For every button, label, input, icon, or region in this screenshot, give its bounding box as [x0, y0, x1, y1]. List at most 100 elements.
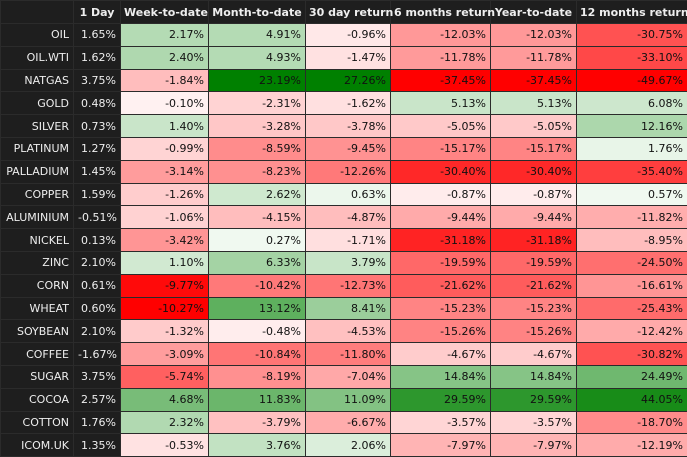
- row-label: COPPER: [0, 182, 74, 207]
- cell: -0.10%: [120, 91, 209, 116]
- cell: -0.48%: [208, 319, 306, 344]
- cell: -33.10%: [576, 45, 687, 70]
- cell: -30.40%: [490, 159, 577, 184]
- cell: -31.18%: [490, 228, 577, 252]
- table-row: CORN 0.61% -9.77% -10.42% -12.73% -21.62% -21.…: [0, 273, 687, 298]
- row-label: PLATINUM: [0, 136, 74, 161]
- cell: -12.26%: [305, 159, 391, 184]
- cell: -18.70%: [576, 410, 687, 435]
- cell: -8.23%: [208, 159, 306, 184]
- column-header: Month-to-date: [208, 0, 306, 24]
- cell: -7.04%: [305, 364, 391, 389]
- table-row: GOLD 0.48% -0.10% -2.31% -1.62% 5.13% 5.13% 6.0…: [0, 91, 687, 116]
- cell: -21.62%: [490, 273, 577, 298]
- cell: 1.76%: [576, 136, 687, 161]
- cell: -19.59%: [490, 250, 577, 275]
- cell: -5.05%: [490, 114, 577, 138]
- cell: -0.87%: [490, 182, 577, 207]
- cell: 0.60%: [73, 296, 121, 321]
- table-row: PLATINUM 1.27% -0.99% -8.59% -9.45% -15.17% -1…: [0, 136, 687, 161]
- column-header: 6 months return: [390, 0, 495, 24]
- column-header: 1 Day: [73, 0, 121, 24]
- cell: 44.05%: [576, 387, 687, 412]
- table-row: PALLADIUM 1.45% -3.14% -8.23% -12.26% -30.40%…: [0, 159, 687, 184]
- cell: 0.48%: [73, 91, 121, 116]
- row-label: SOYBEAN: [0, 319, 74, 344]
- table-body: OIL 1.65% 2.17% 4.91% -0.96% -12.03% -12.03% -3…: [0, 23, 687, 457]
- cell: -0.53%: [120, 433, 209, 457]
- cell: -4.67%: [390, 342, 491, 366]
- cell: -37.45%: [390, 68, 491, 93]
- row-label: NATGAS: [0, 68, 74, 93]
- cell: -3.09%: [120, 342, 209, 366]
- cell: -3.57%: [390, 410, 491, 435]
- cell: -1.71%: [305, 228, 391, 252]
- table-row: COFFEE -1.67% -3.09% -10.84% -11.80% -4.67% -4…: [0, 342, 687, 366]
- cell: -21.62%: [390, 273, 491, 298]
- cell: -10.27%: [120, 296, 209, 321]
- cell: 0.61%: [73, 273, 121, 298]
- cell: -8.95%: [576, 228, 687, 252]
- row-label: ZINC: [0, 250, 74, 275]
- cell: 1.45%: [73, 159, 121, 184]
- cell: -49.67%: [576, 68, 687, 93]
- cell: 1.62%: [73, 45, 121, 70]
- cell: -4.53%: [305, 319, 391, 344]
- cell: -0.96%: [305, 23, 391, 47]
- cell: -0.51%: [73, 205, 121, 230]
- cell: 2.10%: [73, 250, 121, 275]
- cell: -3.79%: [208, 410, 306, 435]
- corner: [0, 0, 74, 24]
- cell: -12.19%: [576, 433, 687, 457]
- cell: 14.84%: [490, 364, 577, 389]
- cell: 2.17%: [120, 23, 209, 47]
- row-label: OIL: [0, 23, 74, 47]
- row-label: SUGAR: [0, 364, 74, 389]
- cell: 0.27%: [208, 228, 306, 252]
- cell: 1.27%: [73, 136, 121, 161]
- cell: -12.42%: [576, 319, 687, 344]
- cell: -9.45%: [305, 136, 391, 161]
- cell: 1.35%: [73, 433, 121, 457]
- cell: -5.74%: [120, 364, 209, 389]
- cell: -1.32%: [120, 319, 209, 344]
- cell: -4.67%: [490, 342, 577, 366]
- cell: 5.13%: [490, 91, 577, 116]
- table-row: ZINC 2.10% 1.10% 6.33% 3.79% -19.59% -19.59% -2…: [0, 250, 687, 275]
- cell: -30.40%: [390, 159, 491, 184]
- cell: -12.73%: [305, 273, 391, 298]
- cell: -1.62%: [305, 91, 391, 116]
- row-label: COTTON: [0, 410, 74, 435]
- cell: -1.26%: [120, 182, 209, 207]
- row-label: COFFEE: [0, 342, 74, 366]
- cell: -31.18%: [390, 228, 491, 252]
- table-row: COCOA 2.57% 4.68% 11.83% 11.09% 29.59% 29.59% 4…: [0, 387, 687, 412]
- cell: 14.84%: [390, 364, 491, 389]
- cell: -6.67%: [305, 410, 391, 435]
- cell: -12.03%: [390, 23, 491, 47]
- cell: -24.50%: [576, 250, 687, 275]
- column-header: 12 months return: [576, 0, 687, 24]
- row-label: OIL.WTI: [0, 45, 74, 70]
- cell: 29.59%: [390, 387, 491, 412]
- table-row: COPPER 1.59% -1.26% 2.62% 0.63% -0.87% -0.87% 0…: [0, 182, 687, 207]
- row-label: WHEAT: [0, 296, 74, 321]
- cell: 12.16%: [576, 114, 687, 138]
- cell: -25.43%: [576, 296, 687, 321]
- cell: 4.91%: [208, 23, 306, 47]
- cell: 8.41%: [305, 296, 391, 321]
- cell: 4.93%: [208, 45, 306, 70]
- table-row: SUGAR 3.75% -5.74% -8.19% -7.04% 14.84% 14.84%…: [0, 364, 687, 389]
- cell: 0.63%: [305, 182, 391, 207]
- cell: -30.75%: [576, 23, 687, 47]
- cell: 1.40%: [120, 114, 209, 138]
- cell: 2.32%: [120, 410, 209, 435]
- table-row: NATGAS 3.75% -1.84% 23.19% 27.26% -37.45% -37.…: [0, 68, 687, 93]
- cell: 2.62%: [208, 182, 306, 207]
- cell: -8.59%: [208, 136, 306, 161]
- cell: 3.75%: [73, 68, 121, 93]
- cell: 1.65%: [73, 23, 121, 47]
- cell: 29.59%: [490, 387, 577, 412]
- cell: -15.23%: [490, 296, 577, 321]
